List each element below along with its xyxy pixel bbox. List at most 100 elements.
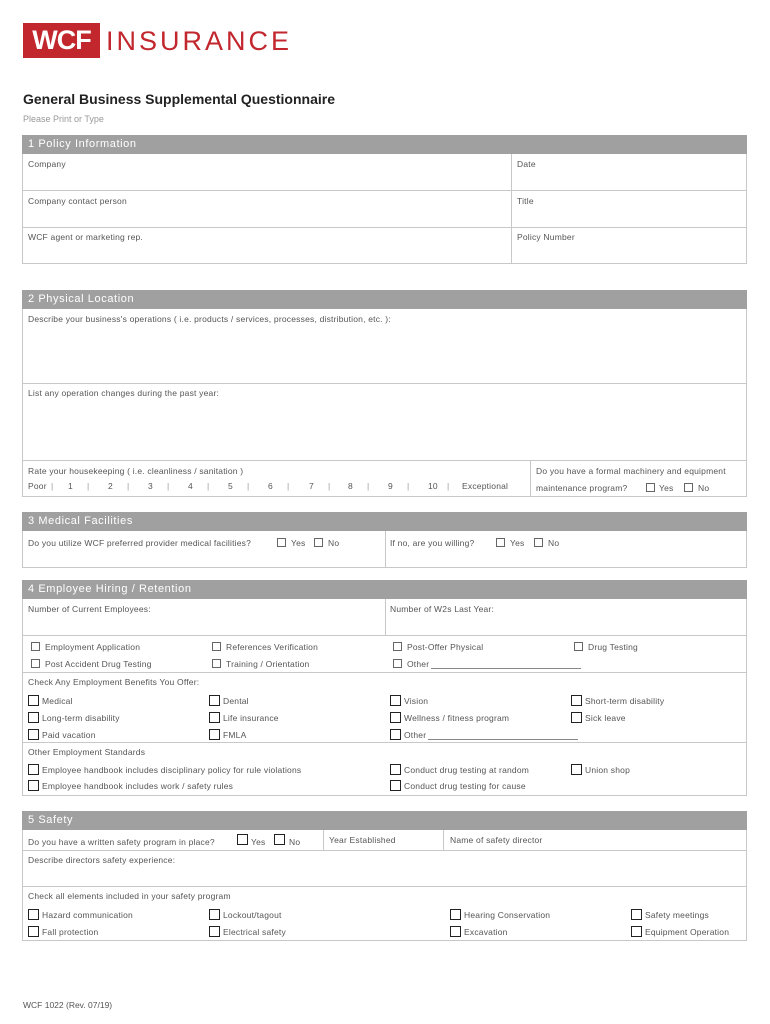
scale-option-7[interactable]: 7 [309, 481, 314, 491]
safety-element-1-checkbox[interactable] [209, 909, 220, 920]
safety-yes-checkbox[interactable] [237, 834, 248, 845]
standard-item-0-checkbox[interactable] [28, 764, 39, 775]
benefit-item-7-checkbox[interactable] [571, 712, 582, 723]
benefit-item-4-checkbox[interactable] [28, 712, 39, 723]
machinery-yes-checkbox[interactable] [646, 483, 655, 492]
benefit-item-10-checkbox[interactable] [390, 729, 401, 740]
safety-element-7-label: Equipment Operation [645, 927, 729, 937]
provider-no-checkbox[interactable] [314, 538, 323, 547]
safety-element-6-label: Excavation [464, 927, 508, 937]
benefit-item-2-checkbox[interactable] [390, 695, 401, 706]
agent-field[interactable]: WCF agent or marketing rep. [28, 232, 143, 242]
scale-option-5[interactable]: 5 [228, 481, 233, 491]
benefit-item-3-checkbox[interactable] [571, 695, 582, 706]
scale-option-8[interactable]: 8 [348, 481, 353, 491]
benefit-item-2-label: Vision [404, 696, 428, 706]
willing-yes-checkbox[interactable] [496, 538, 505, 547]
director-experience-field[interactable]: Describe directors safety experience: [28, 855, 176, 865]
scale-option-0[interactable]: Poor [28, 481, 47, 491]
safety-no-checkbox[interactable] [274, 834, 285, 845]
safety-director-field[interactable]: Name of safety director [450, 835, 543, 845]
hiring-item-4-text: Post Accident Drug Testing [45, 659, 152, 669]
benefit-item-1-checkbox[interactable] [209, 695, 220, 706]
scale-option-6[interactable]: 6 [268, 481, 273, 491]
operations-field[interactable]: Describe your business's operations ( i.… [28, 314, 391, 324]
year-established-field[interactable]: Year Established [329, 835, 396, 845]
company-field[interactable]: Company [28, 159, 66, 169]
safety-element-3-checkbox[interactable] [631, 909, 642, 920]
safety-element-6-checkbox[interactable] [450, 926, 461, 937]
scale-separator: | [167, 481, 170, 491]
provider-no-label: No [328, 538, 340, 548]
hiring-item-5-checkbox[interactable] [212, 659, 221, 668]
scale-option-3[interactable]: 3 [148, 481, 153, 491]
scale-separator: | [287, 481, 290, 491]
provider-yes-checkbox[interactable] [277, 538, 286, 547]
section-1-box [22, 154, 747, 264]
standard-item-1-checkbox[interactable] [390, 764, 401, 775]
safety-element-5-checkbox[interactable] [209, 926, 220, 937]
benefit-item-7-label: Sick leave [585, 713, 626, 723]
changes-field[interactable]: List any operation changes during the pa… [28, 388, 220, 398]
standard-item-4-checkbox[interactable] [390, 780, 401, 791]
benefit-item-8-label: Paid vacation [42, 730, 96, 740]
benefit-item-6-checkbox[interactable] [390, 712, 401, 723]
scale-option-9[interactable]: 9 [388, 481, 393, 491]
section-5-header: 5 Safety [22, 811, 747, 830]
hiring-item-6-checkbox[interactable] [393, 659, 402, 668]
safety-element-7-checkbox[interactable] [631, 926, 642, 937]
standard-item-3-label: Employee handbook includes work / safety… [42, 781, 233, 791]
hiring-item-1-checkbox[interactable] [212, 642, 221, 651]
machinery-question: Do you have a formal machinery and equip… [536, 466, 726, 476]
employees-field[interactable]: Number of Current Employees: [28, 604, 151, 614]
safety-element-1-label: Lockout/tagout [223, 910, 282, 920]
hiring-item-4-checkbox[interactable] [31, 659, 40, 668]
w2s-field[interactable]: Number of W2s Last Year: [390, 604, 495, 614]
scale-option-2[interactable]: 2 [108, 481, 113, 491]
benefit-item-5-checkbox[interactable] [209, 712, 220, 723]
scale-separator: | [127, 481, 130, 491]
benefit-item-9-checkbox[interactable] [209, 729, 220, 740]
benefit-item-10-blank[interactable] [428, 739, 579, 740]
hiring-item-3-label: Drug Testing [588, 642, 638, 652]
hiring-item-0-checkbox[interactable] [31, 642, 40, 651]
scale-option-4[interactable]: 4 [188, 481, 193, 491]
standards-label: Other Employment Standards [28, 747, 146, 757]
safety-element-0-checkbox[interactable] [28, 909, 39, 920]
standard-item-2-checkbox[interactable] [571, 764, 582, 775]
benefit-item-6-label: Wellness / fitness program [404, 713, 509, 723]
scale-separator: | [51, 481, 54, 491]
section-2-header: 2 Physical Location [22, 290, 747, 309]
hiring-item-2-checkbox[interactable] [393, 642, 402, 651]
date-field[interactable]: Date [517, 159, 536, 169]
hiring-item-2-text: Post-Offer Physical [407, 642, 484, 652]
hiring-item-3-text: Drug Testing [588, 642, 638, 652]
safety-element-2-checkbox[interactable] [450, 909, 461, 920]
machinery-question-2: maintenance program? [536, 483, 628, 493]
contact-field[interactable]: Company contact person [28, 196, 127, 206]
hiring-item-6-blank[interactable] [431, 668, 582, 669]
willing-no-label: No [548, 538, 560, 548]
machinery-no-checkbox[interactable] [684, 483, 693, 492]
hiring-item-3-checkbox[interactable] [574, 642, 583, 651]
standard-item-3-checkbox[interactable] [28, 780, 39, 791]
hiring-item-0-text: Employment Application [45, 642, 141, 652]
standard-item-3-text: Employee handbook includes work / safety… [42, 781, 234, 791]
policy-number-field[interactable]: Policy Number [517, 232, 575, 242]
safety-element-4-checkbox[interactable] [28, 926, 39, 937]
standard-item-2-text: Union shop [585, 765, 631, 775]
benefit-item-2-text: Vision [404, 696, 429, 706]
hiring-item-2-label: Post-Offer Physical [407, 642, 483, 652]
benefit-item-8-checkbox[interactable] [28, 729, 39, 740]
scale-option-11[interactable]: Exceptional [462, 481, 509, 491]
scale-option-10[interactable]: 10 [428, 481, 438, 491]
scale-option-1[interactable]: 1 [68, 481, 73, 491]
page-subtitle: Please Print or Type [23, 114, 104, 124]
willing-no-checkbox[interactable] [534, 538, 543, 547]
title-field[interactable]: Title [517, 196, 534, 206]
scale-separator: | [247, 481, 250, 491]
benefit-item-0-checkbox[interactable] [28, 695, 39, 706]
scale-separator: | [447, 481, 450, 491]
section-2-box [22, 309, 747, 497]
